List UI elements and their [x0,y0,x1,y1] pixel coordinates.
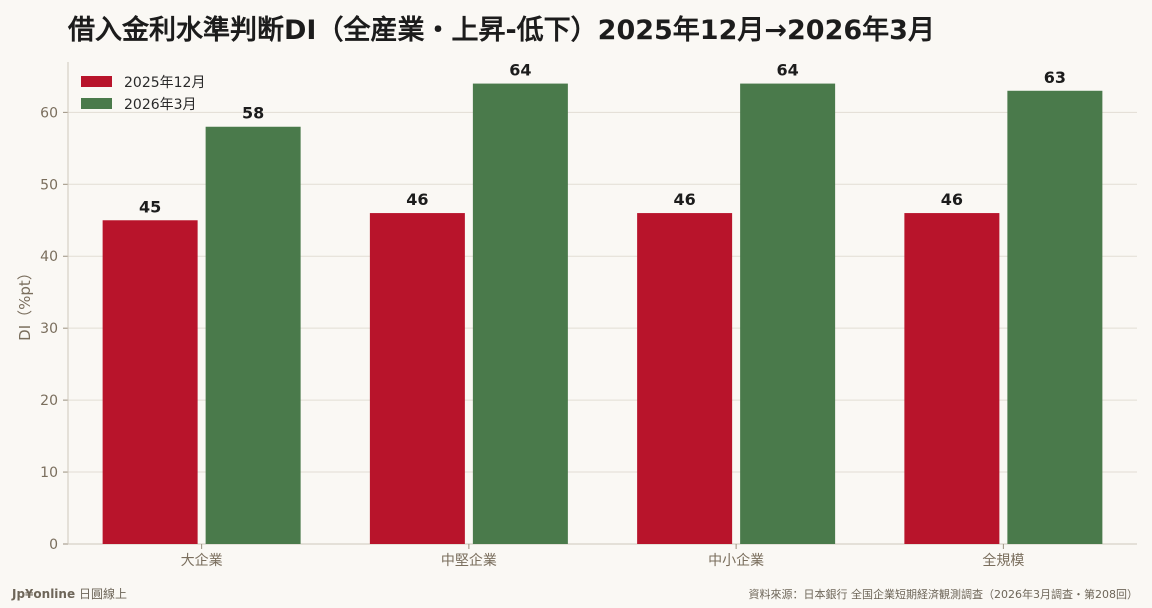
x-tick-label: 大企業 [181,552,223,569]
x-tick-label: 中堅企業 [441,552,497,569]
brand-subtitle: 日圓線上 [78,587,127,601]
bar [205,126,301,544]
y-tick-label: 30 [40,321,58,337]
bar [472,83,568,544]
y-tick-label: 0 [49,537,58,553]
bar-value-label: 45 [139,197,161,216]
y-tick-label: 60 [40,105,58,121]
bar [369,213,465,544]
bar [740,83,836,544]
bar-value-label: 64 [776,61,798,80]
footer-brand: Jp¥online 日圓線上 [12,585,127,602]
bar-value-label: 46 [406,190,428,209]
data-labels: 45 58 46 64 46 64 46 63 [139,61,1066,217]
legend-swatch [81,98,112,109]
y-axis-title: DI（%pt） [16,265,34,341]
legend: 2025年12月 2026年3月 [81,75,205,113]
bar-value-label: 46 [673,190,695,209]
legend-label: 2026年3月 [124,97,197,113]
legend-swatch [81,76,112,87]
bar-value-label: 64 [509,61,531,80]
chart-title: 借入金利水準判断DI（全産業・上昇-低下）2025年12月→2026年3月 [68,15,935,46]
y-tick-label: 50 [40,177,58,193]
y-tick-label: 10 [40,465,58,481]
bar-value-label: 46 [941,190,963,209]
y-tick-label: 20 [40,393,58,409]
bar [1007,90,1103,544]
bar [904,213,1000,544]
legend-label: 2025年12月 [124,75,205,91]
axes: 0 10 20 30 40 50 60 DI（%pt） 大企業 中堅企業 中小企業 全規模 [16,62,1137,569]
x-tick-label: 全規模 [982,552,1024,569]
y-tick-label: 40 [40,249,58,265]
source-note: 資料來源：日本銀行 全国企業短期経済観測調査（2026年3月調査・第208回） [748,588,1138,601]
bars [102,83,1103,544]
bar [102,220,198,544]
brand-name: Jp¥online [12,587,76,601]
bar [637,213,733,544]
bar-value-label: 58 [242,104,264,123]
x-tick-label: 中小企業 [708,552,764,569]
bar-value-label: 63 [1044,68,1066,87]
